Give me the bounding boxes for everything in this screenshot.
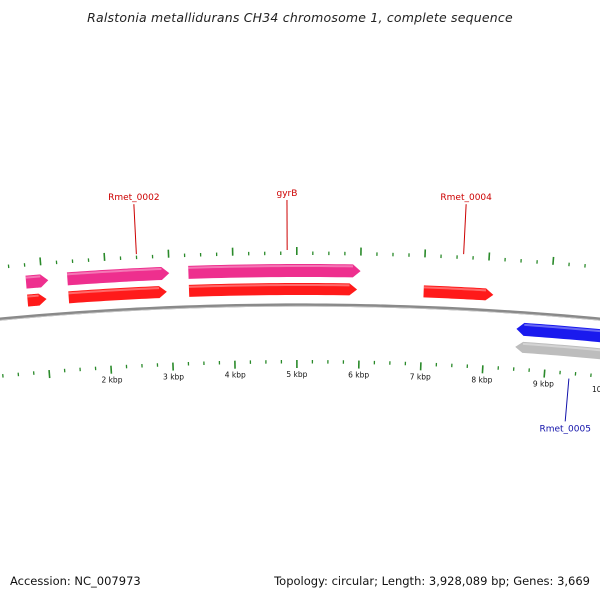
gene-label[interactable]: Rmet_0002	[108, 193, 160, 203]
backbone-circle	[0, 303, 600, 321]
gene-label[interactable]: Rmet_0004	[440, 193, 492, 203]
major-tick	[543, 369, 546, 378]
features-layer	[25, 264, 600, 360]
scale-labels: 2 kbp 3 kbp 4 kbp 5 kbp 6 kbp 7 kbp 8 kbp 9 kbp…	[101, 370, 600, 394]
forward-cds-arrow	[68, 286, 167, 304]
scale-label: 5 kbp	[286, 370, 307, 379]
map-title: Ralstonia metallidurans CH34 chromosome …	[87, 10, 513, 25]
scale-label: 4 kbp	[225, 371, 246, 380]
reverse-cds-arrow	[516, 322, 600, 343]
backbone-layer	[0, 303, 600, 321]
gene-label[interactable]: Rmet_0005	[539, 424, 591, 434]
reverse-gene-arrow	[515, 341, 600, 360]
scale-label: 9 kbp	[533, 379, 554, 388]
scale-label: 2 kbp	[101, 376, 122, 385]
label-leader-line	[133, 204, 137, 255]
forward-gene-arrow	[25, 274, 49, 289]
gene-label[interactable]: gyrB	[277, 189, 298, 199]
forward-cds-arrow	[27, 293, 47, 307]
major-tick	[39, 257, 42, 266]
scale-label: 10 kbp	[592, 385, 600, 394]
forward-gene-arrow	[188, 264, 361, 279]
accession-text: Accession: NC_007973	[10, 574, 141, 588]
tick-marks	[2, 247, 592, 379]
backbone-highlight	[0, 305, 600, 321]
label-leader-line	[564, 378, 570, 422]
scale-label: 7 kbp	[410, 372, 431, 381]
major-tick	[48, 369, 51, 379]
labels-layer: Rmet_0002 gyrB Rmet_0004 Rmet_0005	[108, 189, 591, 434]
major-tick	[552, 256, 555, 265]
forward-gene-arrow	[66, 266, 170, 286]
label-leader-line	[463, 204, 467, 255]
forward-cds-arrow	[423, 285, 494, 301]
scale-label: 6 kbp	[348, 371, 369, 380]
scale-label: 3 kbp	[163, 373, 184, 382]
scale-label: 8 kbp	[471, 375, 492, 384]
forward-cds-arrow	[188, 283, 358, 297]
topology-summary: Topology: circular; Length: 3,928,089 bp…	[274, 574, 590, 588]
